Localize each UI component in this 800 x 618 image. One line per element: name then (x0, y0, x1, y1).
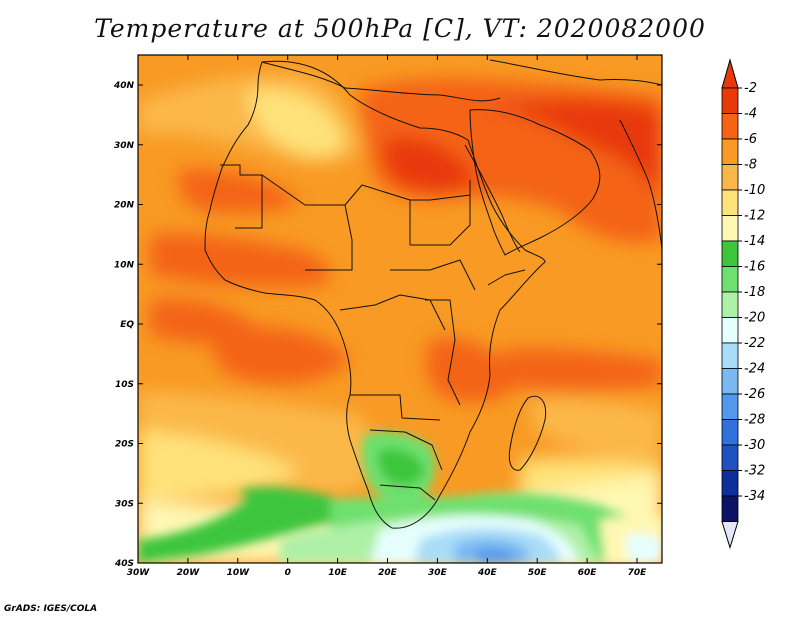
colorbar-label: -10 (744, 183, 765, 198)
lat-tick-label: 40N (113, 81, 135, 91)
colorbar-swatch (721, 317, 739, 344)
lat-tick-label: 30N (114, 141, 135, 151)
colorbar-label: -12 (744, 209, 765, 224)
colorbar-swatch (721, 495, 739, 522)
colorbar-label: -30 (744, 438, 765, 453)
colorbar-swatch (721, 87, 739, 114)
colorbar-label: -22 (744, 336, 765, 351)
lon-tick-label: 30E (428, 568, 448, 578)
coastlines (204, 59, 662, 529)
colorbar-label: -24 (744, 362, 765, 377)
temperature-field (138, 55, 662, 563)
colorbar-label: -34 (744, 489, 765, 504)
colorbar-swatch (721, 266, 739, 293)
colorbar-label: -8 (744, 158, 757, 173)
longitude-axis: 30W 20W 10W 0 10E 20E 30E 40E 50E 60E 70E (127, 55, 647, 578)
colorbar-bottom-arrow (721, 521, 739, 550)
colorbar-top-arrow (721, 58, 739, 89)
lat-tick-label: 20S (115, 440, 134, 450)
lon-tick-label: 70E (628, 568, 648, 578)
lat-tick-label: 30S (115, 499, 134, 509)
colorbar-label: -6 (744, 132, 757, 147)
lon-tick-label: 60E (578, 568, 598, 578)
colorbar-swatch (721, 291, 739, 318)
lat-tick-label: EQ (120, 320, 134, 330)
lon-tick-label: 40E (477, 568, 498, 578)
colorbar-swatch (721, 138, 739, 165)
lon-tick-label: 10W (227, 568, 251, 578)
colorbar-label: -28 (744, 413, 765, 428)
lon-tick-label: 10E (328, 568, 348, 578)
lon-tick-label: 50E (528, 568, 548, 578)
colorbar-label: -26 (744, 387, 765, 402)
lon-tick-label: 20E (378, 568, 398, 578)
lat-tick-label: 40S (114, 559, 134, 569)
colorbar-swatch (721, 368, 739, 395)
colorbar-swatch (721, 189, 739, 216)
lat-tick-label: 10N (114, 260, 135, 270)
map-frame (137, 54, 663, 564)
lon-tick-label: 0 (285, 568, 291, 578)
lon-tick-label: 30W (127, 568, 151, 578)
colorbar-swatch (721, 113, 739, 140)
colorbar-label: -20 (744, 311, 765, 326)
colorbar-swatch (721, 393, 739, 420)
colorbar-swatch (721, 470, 739, 497)
colorbar-swatch (721, 240, 739, 267)
colorbar-swatch (721, 342, 739, 369)
colorbar-label: -4 (744, 107, 757, 122)
colorbar-swatch (721, 444, 739, 471)
colorbar-swatch (721, 215, 739, 242)
lat-tick-label: 20N (114, 201, 135, 211)
credit-text: GrADS: IGES/COLA (4, 604, 98, 614)
colorbar-label: -14 (744, 234, 765, 249)
colorbar-label: -16 (744, 260, 765, 275)
latitude-axis: 40N 30N 20N 10N EQ 10S 20S 30S 40S (113, 81, 662, 569)
colorbar: -2 -4 -6 -8 -10 -12 -14 -16 -18 -20 -22 -24 -26 -28 -3… (721, 58, 765, 550)
lat-tick-label: 10S (115, 380, 134, 390)
colorbar-swatch (721, 164, 739, 191)
colorbar-swatch (721, 419, 739, 446)
chart-title: Temperature at 500hPa [C], VT: 202008200… (94, 14, 706, 43)
colorbar-label: -18 (744, 285, 765, 300)
colorbar-label: -2 (744, 81, 757, 96)
lon-tick-label: 20W (177, 568, 201, 578)
colorbar-label: -32 (744, 464, 765, 479)
